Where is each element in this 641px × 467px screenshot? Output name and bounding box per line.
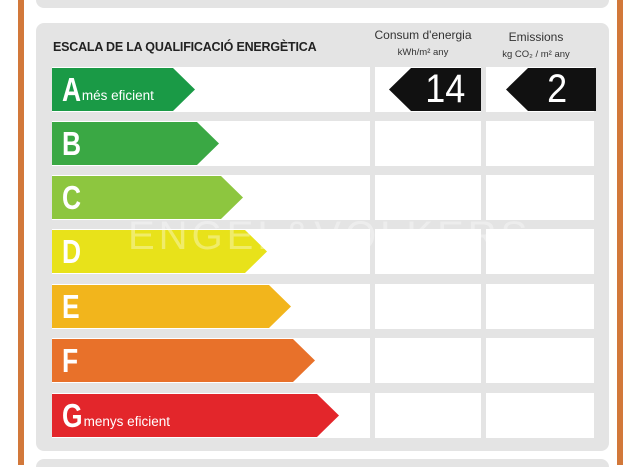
rating-arrow-c: C <box>52 176 243 219</box>
scale-title: ESCALA DE LA QUALIFICACIÓ ENERGÈTICA <box>53 40 317 54</box>
emissions-value-badge: 2 <box>506 68 596 111</box>
rating-arrow-a: A més eficient <box>52 68 195 111</box>
emissions-cell-e <box>486 284 594 329</box>
rating-arrow-e: E <box>52 285 291 328</box>
rating-label-g: menys eficient <box>83 414 170 429</box>
right-border <box>617 0 623 465</box>
energy-cell-g <box>375 393 481 438</box>
rating-letter-c: C <box>62 179 82 216</box>
emissions-value: 2 <box>546 67 567 111</box>
rating-arrow-f: F <box>52 339 315 382</box>
emissions-cell-g <box>486 393 594 438</box>
rating-arrow-g: G menys eficient <box>52 394 339 437</box>
energy-cell-c <box>375 175 481 220</box>
energy-column-header: Consum d'energia kWh/m² any <box>372 27 474 61</box>
energy-column-unit: kWh/m² any <box>397 47 449 58</box>
emissions-column-unit: kg CO₂ / m² any <box>502 49 570 60</box>
rating-letter-b: B <box>62 125 82 162</box>
rating-letter-f: F <box>62 342 79 379</box>
emissions-cell-c <box>486 175 594 220</box>
energy-column-title: Consum d'energia <box>374 28 472 42</box>
rating-letter-g: G <box>62 397 83 434</box>
emissions-cell-f <box>486 338 594 383</box>
energy-cell-e <box>375 284 481 329</box>
energy-cell-d <box>375 229 481 274</box>
emissions-cell-b <box>486 121 594 166</box>
emissions-column-header: Emissions kg CO₂ / m² any <box>486 29 586 63</box>
emissions-cell-d <box>486 229 594 274</box>
bottom-panel <box>36 459 609 467</box>
rating-arrow-b: B <box>52 122 219 165</box>
left-border <box>18 0 24 465</box>
rating-arrow-d: D <box>52 230 267 273</box>
top-panel <box>36 0 609 8</box>
energy-cell-f <box>375 338 481 383</box>
rating-label-a: més eficient <box>81 88 154 103</box>
energy-value: 14 <box>424 67 465 111</box>
rating-letter-e: E <box>62 288 80 325</box>
energy-cell-b <box>375 121 481 166</box>
rating-letter-d: D <box>62 233 82 270</box>
emissions-column-title: Emissions <box>508 30 564 44</box>
energy-value-badge: 14 <box>389 68 481 111</box>
rating-letter-a: A <box>62 71 82 108</box>
